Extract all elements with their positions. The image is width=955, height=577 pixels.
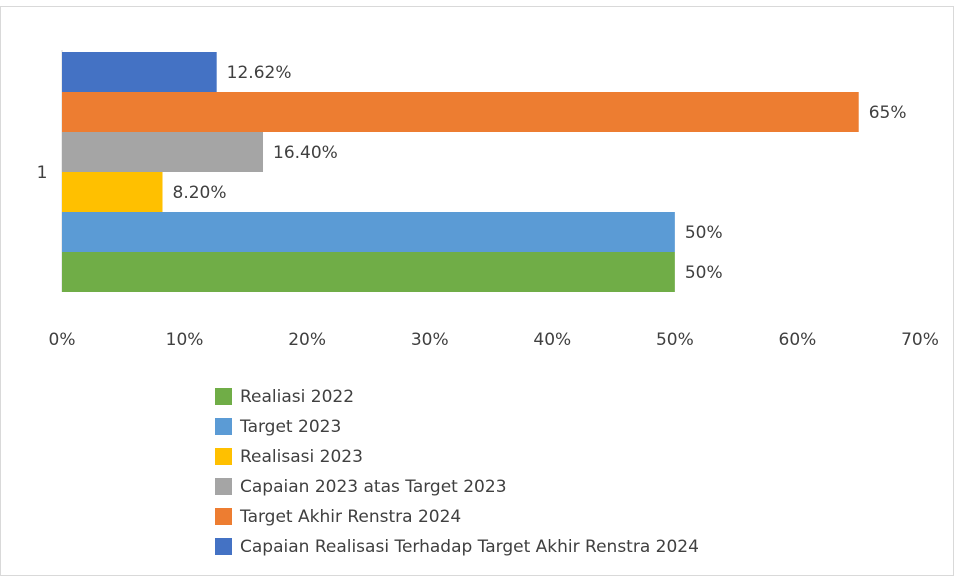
x-tick-label: 10% bbox=[166, 330, 204, 350]
value-label: 12.62% bbox=[227, 63, 292, 83]
bar bbox=[62, 172, 163, 212]
x-tick-label: 70% bbox=[901, 330, 939, 350]
y-tick-label: 1 bbox=[37, 163, 48, 183]
legend-label: Target Akhir Renstra 2024 bbox=[239, 507, 461, 527]
value-label: 50% bbox=[685, 223, 723, 243]
bar bbox=[62, 252, 675, 292]
x-tick-label: 40% bbox=[533, 330, 571, 350]
x-tick-label: 50% bbox=[656, 330, 694, 350]
value-label: 8.20% bbox=[173, 183, 227, 203]
value-label: 65% bbox=[869, 103, 907, 123]
bar bbox=[62, 92, 859, 132]
legend-swatch bbox=[215, 538, 232, 555]
legend-label: Capaian Realisasi Terhadap Target Akhir … bbox=[240, 537, 699, 557]
legend-swatch bbox=[215, 418, 232, 435]
legend-swatch bbox=[215, 448, 232, 465]
x-tick-label: 0% bbox=[49, 330, 76, 350]
legend-swatch bbox=[215, 508, 232, 525]
legend-label: Target 2023 bbox=[239, 417, 341, 437]
legend-swatch bbox=[215, 388, 232, 405]
x-tick-label: 60% bbox=[779, 330, 817, 350]
legend-label: Realisasi 2023 bbox=[240, 447, 363, 467]
chart-frame bbox=[0, 6, 954, 576]
bar bbox=[62, 132, 264, 172]
x-tick-label: 30% bbox=[411, 330, 449, 350]
value-label: 50% bbox=[685, 263, 723, 283]
x-tick-label: 20% bbox=[288, 330, 326, 350]
legend-label: Realiasi 2022 bbox=[240, 387, 354, 407]
legend-label: Capaian 2023 atas Target 2023 bbox=[240, 477, 507, 497]
legend-swatch bbox=[215, 478, 232, 495]
bar bbox=[62, 52, 217, 92]
value-label: 16.40% bbox=[273, 143, 338, 163]
bar bbox=[62, 212, 675, 252]
